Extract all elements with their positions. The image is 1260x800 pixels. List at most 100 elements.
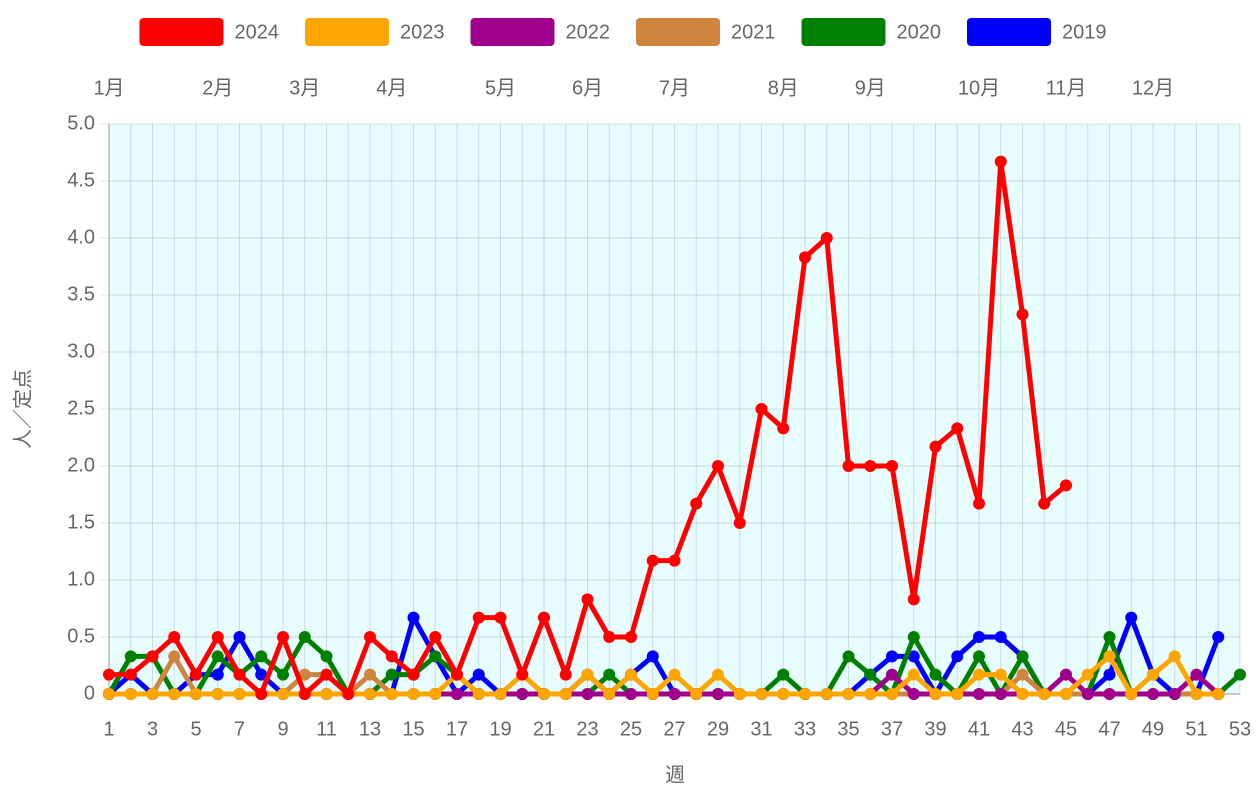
data-point: [1103, 668, 1116, 681]
data-point: [712, 688, 724, 700]
x-tick-label: 47: [1098, 718, 1120, 740]
data-point: [668, 668, 681, 681]
data-point: [1125, 688, 1138, 700]
y-tick-label: 2.5: [67, 397, 95, 419]
month-label: 9月: [855, 77, 886, 99]
data-point: [994, 688, 1007, 700]
y-tick-label: 0: [84, 682, 95, 704]
data-point: [538, 688, 550, 700]
month-label: 10月: [958, 77, 1000, 99]
data-point: [146, 650, 159, 663]
legend-swatch: [470, 18, 555, 46]
data-point: [190, 668, 202, 681]
data-point: [646, 554, 659, 567]
data-point: [886, 650, 898, 663]
data-point: [973, 497, 985, 510]
x-axis-title: 週: [665, 763, 685, 786]
y-tick-label: 2.0: [67, 454, 95, 476]
legend-label: 2022: [566, 21, 611, 43]
x-tick-label: 17: [446, 718, 468, 740]
data-point: [364, 631, 376, 643]
data-point: [690, 497, 703, 510]
data-point: [625, 668, 637, 681]
x-tick-label: 21: [533, 718, 555, 740]
data-point: [973, 668, 985, 681]
data-point: [1038, 688, 1051, 700]
data-point: [799, 688, 811, 700]
month-label: 11月: [1046, 77, 1087, 99]
data-point: [124, 688, 137, 700]
data-point: [1212, 688, 1225, 700]
y-tick-label: 0.5: [67, 625, 95, 647]
data-point: [1190, 688, 1203, 700]
x-tick-label: 43: [1011, 718, 1033, 740]
data-point: [516, 668, 529, 681]
legend-swatch: [801, 18, 886, 46]
data-point: [103, 688, 115, 700]
data-point: [1016, 650, 1029, 663]
data-point: [168, 631, 181, 643]
data-point: [1147, 688, 1159, 700]
data-point: [864, 460, 877, 472]
data-point: [342, 688, 355, 700]
data-point: [298, 668, 311, 681]
month-label: 12月: [1132, 77, 1174, 99]
data-point: [625, 688, 637, 700]
data-point: [690, 688, 703, 700]
month-label: 7月: [659, 77, 690, 99]
data-point: [472, 688, 485, 700]
data-point: [1016, 668, 1029, 681]
y-tick-label: 4.5: [67, 169, 95, 191]
data-point: [842, 460, 855, 472]
month-label: 1月: [93, 77, 124, 99]
data-point: [494, 611, 507, 624]
x-tick-label: 51: [1185, 718, 1207, 740]
data-point: [951, 422, 964, 435]
legend-swatch: [305, 18, 389, 46]
month-label: 4月: [376, 77, 407, 99]
data-point: [842, 688, 855, 700]
data-point: [842, 650, 855, 663]
x-tick-label: 45: [1055, 718, 1077, 740]
plot-area: [109, 124, 1240, 694]
month-label: 5月: [485, 77, 516, 99]
legend-swatch: [139, 18, 224, 46]
y-tick-label: 5.0: [67, 112, 95, 134]
legend-swatch: [967, 18, 1051, 46]
data-point: [994, 668, 1007, 681]
x-tick-label: 25: [620, 718, 642, 740]
data-point: [929, 440, 942, 453]
data-point: [233, 631, 246, 643]
data-point: [712, 460, 724, 472]
y-tick-label: 1.0: [67, 568, 95, 590]
x-tick-label: 31: [750, 718, 772, 740]
data-point: [1016, 308, 1029, 321]
data-point: [646, 650, 659, 663]
data-point: [472, 668, 485, 681]
data-point: [820, 232, 833, 244]
y-axis-title: 人／定点: [11, 369, 34, 449]
data-point: [320, 688, 333, 700]
data-point: [603, 688, 616, 700]
data-point: [364, 688, 376, 700]
y-tick-label: 3.5: [67, 283, 95, 305]
data-point: [951, 650, 964, 663]
data-point: [1038, 497, 1051, 510]
data-point: [973, 688, 985, 700]
data-point: [255, 650, 268, 663]
data-point: [168, 688, 181, 700]
data-point: [668, 554, 681, 567]
data-point: [907, 593, 920, 606]
data-point: [1060, 668, 1072, 681]
data-point: [1168, 650, 1181, 663]
x-tick-label: 41: [968, 718, 990, 740]
data-point: [407, 668, 420, 681]
data-point: [255, 688, 268, 700]
series-line: [109, 653, 1219, 697]
data-point: [1081, 668, 1094, 681]
data-point: [320, 650, 333, 663]
data-point: [385, 668, 398, 681]
data-point: [124, 668, 137, 681]
data-point: [1147, 668, 1159, 681]
